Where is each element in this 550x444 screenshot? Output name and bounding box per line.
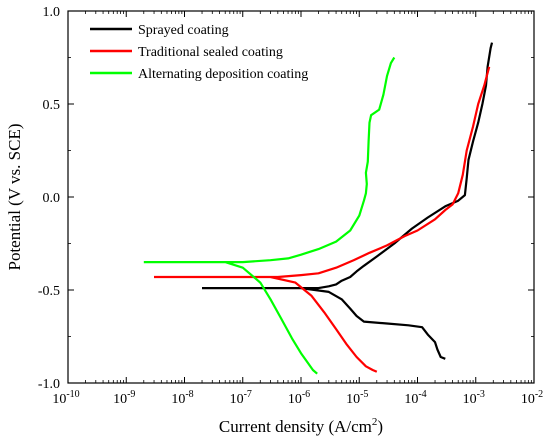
x-tick-label: 10-2 xyxy=(521,389,543,407)
x-tick-label: 10-6 xyxy=(288,389,310,407)
y-tick-label: 0.5 xyxy=(43,98,61,113)
x-tick-label: 10-8 xyxy=(171,389,193,407)
y-axis-ticks: -1.0 -0.5 0.0 0.5 1.0 xyxy=(38,5,534,392)
legend-label-traditional: Traditional sealed coating xyxy=(138,45,283,60)
legend: Sprayed coating Traditional sealed coati… xyxy=(90,23,308,82)
series-line-0 xyxy=(202,42,494,360)
x-tick-label: 10-7 xyxy=(230,389,252,407)
x-tick-label: 10-4 xyxy=(404,389,426,407)
x-tick-label: 10-3 xyxy=(463,389,485,407)
y-tick-label: -0.5 xyxy=(38,284,60,299)
series-line-2 xyxy=(143,56,396,375)
x-tick-label: 10-5 xyxy=(346,389,368,407)
series-layer xyxy=(143,42,494,375)
x-tick-label: 10-9 xyxy=(113,389,135,407)
y-axis-label: Potential (V vs. SCE) xyxy=(5,123,24,270)
legend-label-alternating: Alternating deposition coating xyxy=(138,67,308,82)
y-tick-label: -1.0 xyxy=(38,377,60,392)
x-axis-label: Current density (A/cm2) xyxy=(219,416,383,436)
x-axis-ticks: 10-10 10-9 10-8 10-7 10-6 10-5 10-4 10-3 10-2 xyxy=(52,11,543,407)
y-tick-label: 0.0 xyxy=(43,191,61,206)
series-line-1 xyxy=(154,66,491,373)
x-tick-label: 10-10 xyxy=(52,389,79,407)
y-tick-label: 1.0 xyxy=(43,5,61,20)
legend-label-sprayed: Sprayed coating xyxy=(138,23,229,38)
